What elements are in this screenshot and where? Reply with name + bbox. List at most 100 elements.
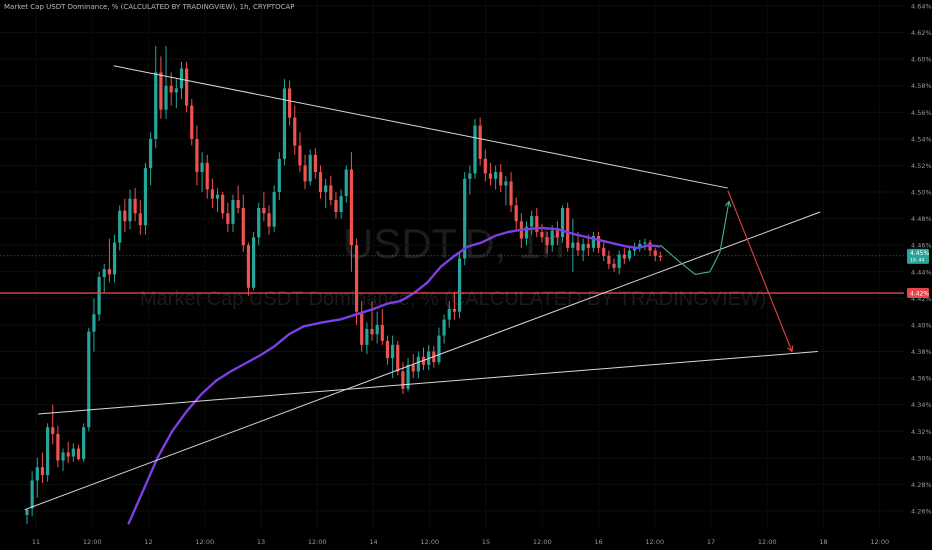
candle-body xyxy=(97,277,101,315)
x-tick-label: 18 xyxy=(819,538,827,546)
candle-body xyxy=(591,235,596,248)
candle-body xyxy=(612,263,616,268)
candle xyxy=(210,178,214,208)
candle-body xyxy=(174,88,178,93)
candle-body xyxy=(324,185,328,193)
candle xyxy=(406,358,410,392)
candle xyxy=(313,148,317,179)
x-tick-label: 12:00 xyxy=(870,538,889,546)
candle-body xyxy=(159,72,163,110)
candle xyxy=(241,194,245,252)
candle xyxy=(102,263,106,294)
candle-body xyxy=(483,158,487,174)
candle-body xyxy=(447,309,451,320)
candle xyxy=(380,309,384,345)
candle-body xyxy=(530,215,534,227)
candle-body xyxy=(648,242,652,251)
current-price-label: 4.45% xyxy=(910,250,929,257)
candle-body xyxy=(581,243,585,251)
time-axis[interactable]: 11 12:00 12 12:00 13 12:00 14 12:00 15 12:00 16 12:… xyxy=(32,538,889,546)
candle-body xyxy=(607,255,611,264)
candle-body xyxy=(473,125,477,174)
candle xyxy=(648,239,652,256)
candle xyxy=(457,251,462,319)
candle-body xyxy=(138,213,142,226)
candle xyxy=(66,441,70,464)
candle xyxy=(483,149,487,182)
candle-body xyxy=(195,138,199,173)
y-tick-label: 4.42% xyxy=(911,295,932,303)
candle xyxy=(354,238,359,325)
candle xyxy=(571,218,575,272)
y-tick-label: 4.38% xyxy=(911,348,932,356)
candle-body xyxy=(545,237,549,246)
candle xyxy=(478,117,482,166)
candle xyxy=(123,198,127,232)
candle-body xyxy=(257,208,261,238)
candle-body xyxy=(262,208,266,214)
candle-body xyxy=(190,105,194,139)
candle-body xyxy=(622,254,626,259)
candle-body xyxy=(463,178,467,259)
candle-body xyxy=(82,427,86,460)
candle xyxy=(282,79,287,166)
candle xyxy=(488,162,493,186)
current-price-badge xyxy=(907,248,929,264)
price-axis[interactable]: 4.26% 4.28% 4.30% 4.32% 4.34% 4.36% 4.38% 4.40%… xyxy=(907,3,932,516)
y-tick-label: 4.40% xyxy=(911,321,932,329)
candle-body xyxy=(540,231,544,238)
candle-body xyxy=(339,196,343,212)
candle-body xyxy=(133,198,137,214)
candle xyxy=(617,250,621,275)
level-badge xyxy=(907,288,929,299)
candle-body xyxy=(118,210,122,243)
level-label: 4.42% xyxy=(910,291,929,298)
candle xyxy=(360,301,364,352)
candle-body xyxy=(61,452,65,461)
current-price-countdown: 19, 44 xyxy=(910,257,924,263)
candle-body xyxy=(148,138,153,169)
candle-body xyxy=(272,192,276,227)
candle xyxy=(555,221,559,246)
y-tick-label: 4.54% xyxy=(911,135,932,143)
candle-body xyxy=(226,213,230,224)
x-tick-label: 17 xyxy=(707,538,715,546)
candle-body xyxy=(92,314,96,332)
candle-body xyxy=(349,169,354,246)
candle-body xyxy=(360,311,364,345)
x-tick-label: 13 xyxy=(257,538,265,546)
x-tick-label: 12:00 xyxy=(195,538,214,546)
candle-body xyxy=(535,215,539,232)
x-tick-label: 12:00 xyxy=(308,538,327,546)
candle-body xyxy=(46,427,50,476)
candle-body xyxy=(251,237,256,288)
candle-body xyxy=(365,328,369,345)
candle-body xyxy=(370,328,374,335)
x-tick-label: 15 xyxy=(482,538,490,546)
watermark-description: Market Cap USDT Dominance, % (CALCULATED… xyxy=(140,288,766,310)
candle-body xyxy=(457,258,462,312)
moving-average-layer xyxy=(127,226,661,525)
candle-body xyxy=(128,198,132,222)
candle xyxy=(437,327,441,365)
candle-body xyxy=(313,154,317,173)
candle xyxy=(303,154,307,190)
candle xyxy=(298,132,302,173)
moving-average-line xyxy=(127,226,661,525)
drawing-layer xyxy=(0,65,904,511)
candle xyxy=(391,335,395,379)
candle-body xyxy=(282,88,287,159)
candle xyxy=(416,351,420,379)
candle-body xyxy=(617,254,621,268)
candle-body xyxy=(143,168,148,226)
candle-body xyxy=(643,242,647,244)
candle-body xyxy=(478,125,482,159)
candle-body xyxy=(25,509,29,515)
y-tick-label: 4.48% xyxy=(911,215,932,223)
candle-body xyxy=(524,226,529,239)
candle-body xyxy=(602,247,606,256)
candle-body xyxy=(102,269,106,278)
candle xyxy=(447,301,451,328)
candle xyxy=(128,189,132,230)
